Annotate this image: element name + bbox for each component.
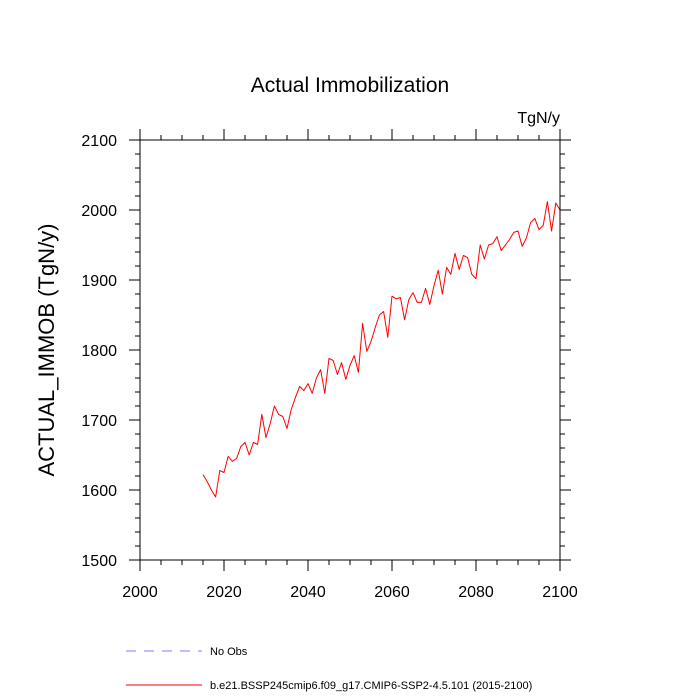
x-tick-label: 2020 xyxy=(206,584,242,601)
x-tick-label: 2060 xyxy=(374,584,410,601)
legend-label-model: b.e21.BSSP245cmip6.f09_g17.CMIP6-SSP2-4.… xyxy=(210,680,532,692)
series-line-0 xyxy=(202,201,561,498)
units-label: TgN/y xyxy=(517,110,560,127)
y-tick-label: 1700 xyxy=(81,413,117,430)
x-tick-label: 2100 xyxy=(542,584,578,601)
axis-tick-labels: 2000 2020 2040 2060 2080 2100 1500 1600 1700 1800… xyxy=(81,133,577,601)
y-tick-label: 1500 xyxy=(81,553,117,570)
y-axis-label: ACTUAL_IMMOB (TgN/y) xyxy=(34,223,59,476)
plot-frame xyxy=(139,139,561,561)
y-tick-label: 1600 xyxy=(81,483,117,500)
x-tick-label: 2040 xyxy=(290,584,326,601)
y-tick-label: 2000 xyxy=(81,203,117,220)
chart-title: Actual Immobilization xyxy=(251,74,449,97)
x-tick-label: 2000 xyxy=(122,584,158,601)
legend: No Obs b.e21.BSSP245cmip6.f09_g17.CMIP6-… xyxy=(126,646,532,692)
legend-label-no-obs: No Obs xyxy=(210,646,248,658)
y-tick-label: 2100 xyxy=(81,133,117,150)
y-tick-label: 1900 xyxy=(81,273,117,290)
axis-ticks xyxy=(129,129,571,571)
y-tick-label: 1800 xyxy=(81,343,117,360)
series-layer xyxy=(202,201,561,498)
x-tick-label: 2080 xyxy=(458,584,494,601)
